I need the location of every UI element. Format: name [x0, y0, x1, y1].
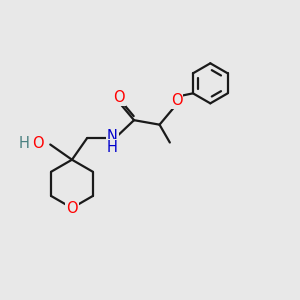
- Text: O: O: [171, 93, 182, 108]
- Text: N: N: [107, 129, 118, 144]
- Text: H: H: [19, 136, 30, 152]
- Text: H: H: [107, 140, 118, 155]
- Text: O: O: [32, 136, 44, 152]
- Text: O: O: [66, 201, 78, 216]
- Text: O: O: [113, 90, 125, 105]
